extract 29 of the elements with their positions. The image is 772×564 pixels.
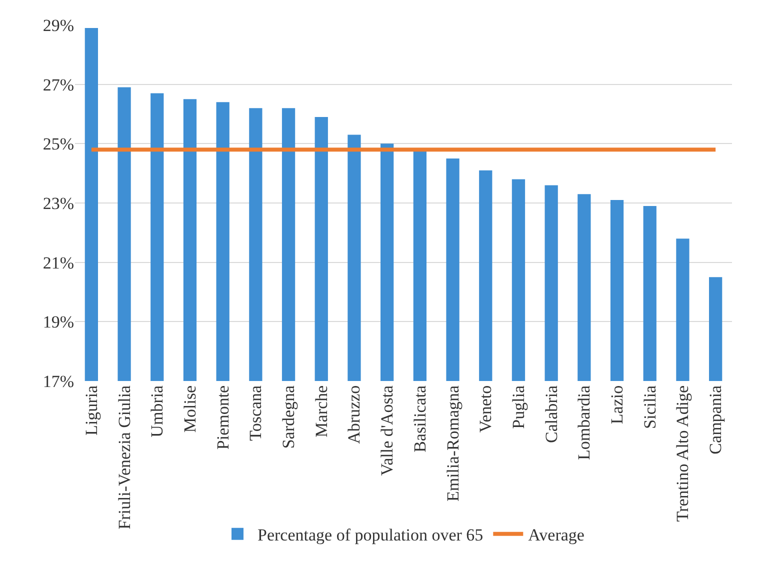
x-tick-label: Marche — [312, 385, 331, 438]
y-tick-label: 27% — [42, 75, 74, 94]
y-tick-label: 17% — [42, 372, 74, 391]
x-tick-label: Basilicata — [410, 384, 430, 452]
x-tick-label: Emilia-Romagna — [443, 384, 462, 502]
y-tick-label: 23% — [42, 194, 74, 213]
y-tick-label: 25% — [42, 134, 74, 154]
x-tick-label: Abruzzo — [344, 385, 364, 444]
x-tick-label: Sardegna — [279, 384, 298, 449]
x-tick-label: Sicilia — [640, 384, 660, 429]
x-tick-label: Friuli-Venezia Giulia — [114, 384, 134, 530]
y-tick-label: 21% — [42, 253, 74, 272]
x-tick-label: Calabria — [542, 384, 561, 443]
legend-label: Percentage of population over 65 — [258, 525, 484, 544]
x-tick-label: Puglia — [509, 384, 528, 429]
legend-label: Average — [528, 525, 584, 544]
x-tick-label: Toscana — [246, 384, 266, 441]
x-tick-label: Veneto — [476, 385, 496, 433]
y-tick-label: 19% — [42, 312, 74, 332]
x-tick-label: Lombardia — [574, 384, 594, 460]
y-tick-label: 29% — [42, 16, 74, 35]
x-tick-label: Campania — [706, 384, 726, 454]
x-tick-label: Lazio — [608, 385, 627, 424]
x-tick-label: Piemonte — [213, 385, 232, 450]
x-tick-label: Liguria — [82, 384, 101, 436]
x-tick-label: Umbria — [148, 384, 167, 438]
x-tick-label: Molise — [180, 385, 200, 433]
x-tick-label: Valle d'Aosta — [378, 384, 397, 476]
x-tick-label: Trentino Alto Adige — [673, 385, 692, 522]
